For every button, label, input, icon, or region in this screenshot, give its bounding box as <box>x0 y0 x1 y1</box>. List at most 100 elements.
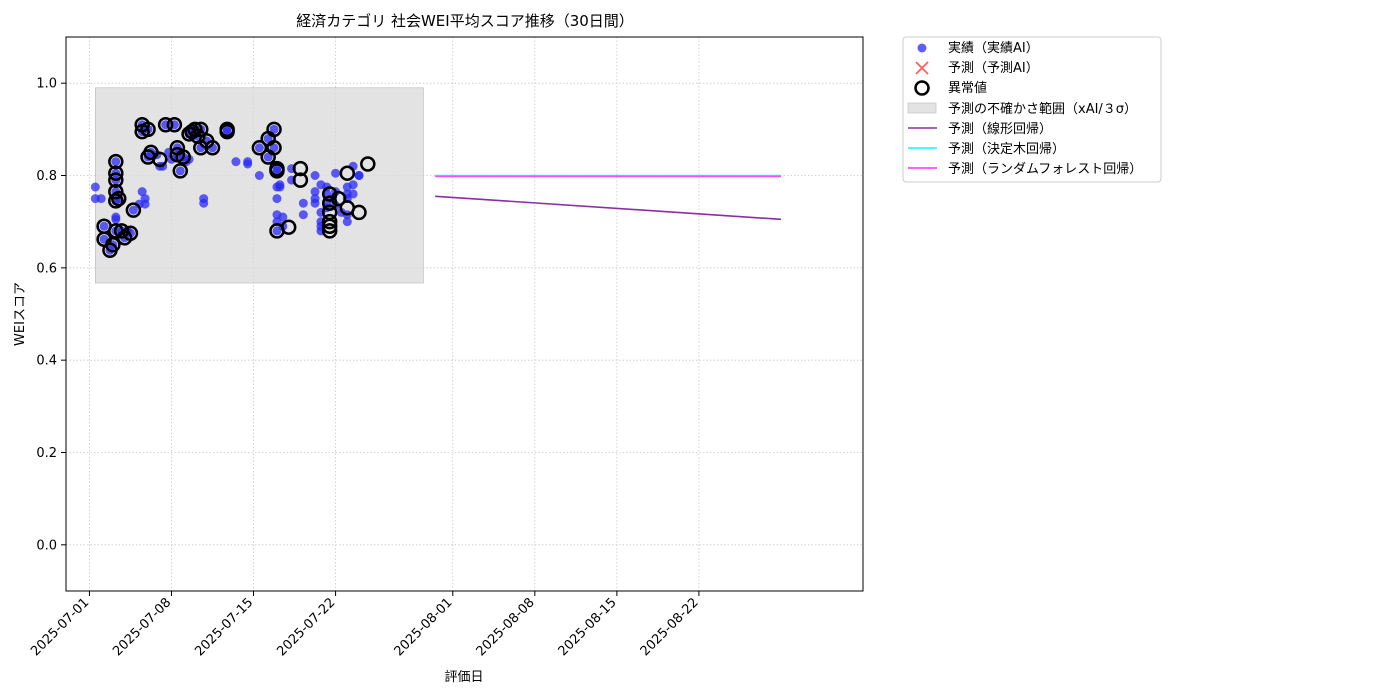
legend-label-predicted: 予測（予測AI） <box>948 61 1039 76</box>
actual-point <box>331 168 341 178</box>
actual-point <box>275 182 285 192</box>
prediction-lines <box>435 174 782 221</box>
x-tick-label: 2025-08-15 <box>556 595 620 659</box>
x-tick-label: 2025-07-01 <box>28 595 92 659</box>
legend-item-anomaly: 異常値 <box>914 80 987 96</box>
actual-point <box>310 198 320 208</box>
anomaly-marker <box>108 183 124 200</box>
actual-point <box>310 187 320 197</box>
anomaly-marker <box>187 121 203 138</box>
y-tick-label: 1.0 <box>36 77 57 92</box>
anomaly-markers <box>96 116 376 259</box>
actual-point <box>278 212 288 222</box>
actual-point <box>348 189 358 199</box>
actual-point <box>231 157 241 167</box>
actual-point <box>90 182 100 192</box>
y-tick-label: 0.2 <box>36 446 57 461</box>
x-tick-label: 2025-08-22 <box>638 595 702 659</box>
legend-label-linear: 予測（線形回帰） <box>948 121 1052 137</box>
x-tick-label: 2025-07-08 <box>110 595 174 659</box>
anomaly-marker <box>321 195 338 211</box>
anomaly-marker <box>108 172 124 188</box>
uncertainty-band-rect <box>95 87 424 284</box>
actual-point <box>310 171 320 180</box>
actual-point <box>254 143 264 153</box>
anomaly-marker <box>157 116 174 133</box>
actual-point <box>269 143 279 153</box>
x-axis: 2025-07-01 2025-07-08 2025-07-15 2025-07-22… <box>28 591 702 659</box>
legend-item-linear: 予測（線形回帰） <box>908 121 1052 137</box>
legend-label-anomaly: 異常値 <box>948 80 987 96</box>
y-tick-label: 0.6 <box>36 261 57 276</box>
legend-label-uncertainty: 予測の不確かさ範囲（xAI/３σ） <box>948 101 1137 117</box>
legend-item-predicted: 予測（予測AI） <box>915 61 1039 76</box>
anomaly-marker <box>351 204 367 221</box>
uncertainty-band <box>95 87 424 284</box>
actual-point <box>342 217 352 227</box>
actual-point <box>99 221 109 231</box>
x-tick-label: 2025-08-01 <box>392 595 456 659</box>
legend-frame <box>902 36 1162 183</box>
y-tick-label: 0.0 <box>36 538 57 553</box>
actual-point <box>243 159 253 169</box>
anomaly-marker <box>266 140 282 156</box>
legend-label-tree: 予測（決定木回帰） <box>948 141 1065 157</box>
actual-point <box>222 127 232 137</box>
prediction-line-linear <box>435 195 782 221</box>
y-axis-title: WEIスコア <box>13 282 28 346</box>
anomaly-marker <box>321 223 338 239</box>
plot-frame <box>65 36 864 592</box>
anomaly-marker <box>339 165 356 181</box>
anomaly-marker <box>108 153 124 170</box>
actual-point <box>269 124 279 134</box>
actual-point <box>272 166 282 176</box>
legend: 実績（実績AI） 予測（予測AI） 異常値 予測の不確かさ範囲（xAI/３σ） … <box>902 36 1162 183</box>
x-axis-title: 評価日 <box>444 670 483 685</box>
actual-point <box>96 194 106 204</box>
x-tick-label: 2025-07-22 <box>274 595 338 659</box>
anomaly-marker <box>125 202 142 218</box>
anomaly-marker <box>292 172 309 188</box>
actual-point <box>111 157 121 167</box>
actual-point <box>111 214 121 224</box>
legend-marker-uncertainty <box>907 102 937 114</box>
chart-title: 経済カテゴリ 社会WEI平均スコア推移（30日間） <box>296 12 634 30</box>
anomaly-marker <box>321 218 338 235</box>
legend-item-forest: 予測（ランダムフォレスト回帰） <box>908 161 1142 177</box>
legend-marker-actual <box>917 43 927 53</box>
anomaly-marker <box>321 213 338 230</box>
anomaly-marker <box>360 156 376 172</box>
anomaly-marker <box>269 163 285 179</box>
actual-point <box>263 152 273 162</box>
anomaly-marker <box>175 149 191 165</box>
anomaly-marker <box>321 186 338 202</box>
actual-point <box>128 205 138 215</box>
legend-label-actual: 実績（実績AI） <box>948 40 1039 56</box>
anomaly-marker <box>113 223 130 239</box>
legend-label-forest: 予測（ランダムフォレスト回帰） <box>948 161 1142 177</box>
anomaly-marker <box>166 116 183 133</box>
anomaly-marker <box>330 190 347 207</box>
actual-point <box>272 194 282 204</box>
actual-point <box>140 199 150 209</box>
actual-points <box>90 120 364 255</box>
anomaly-marker <box>219 123 235 140</box>
actual-point <box>263 134 273 144</box>
anomaly-marker <box>152 151 168 168</box>
legend-item-tree: 予測（決定木回帰） <box>908 141 1065 157</box>
actual-point <box>298 210 308 220</box>
anomaly-marker <box>110 190 127 207</box>
actual-point <box>137 187 147 197</box>
actual-point <box>199 198 209 208</box>
legend-marker-predicted <box>915 61 929 75</box>
anomaly-marker <box>105 237 121 253</box>
y-tick-label: 0.8 <box>36 169 57 184</box>
y-axis: 0.0 0.2 0.4 0.6 0.8 1.0 <box>36 77 66 553</box>
anomaly-marker <box>140 121 156 138</box>
anomaly-marker <box>108 165 124 181</box>
anomaly-marker <box>292 160 309 177</box>
y-tick-label: 0.4 <box>36 354 57 369</box>
anomaly-marker <box>280 219 297 235</box>
actual-point <box>354 171 364 180</box>
